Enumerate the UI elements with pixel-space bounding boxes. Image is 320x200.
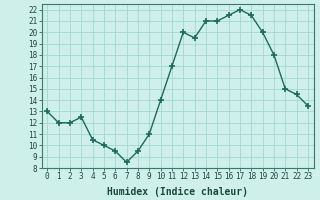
X-axis label: Humidex (Indice chaleur): Humidex (Indice chaleur) <box>107 187 248 197</box>
